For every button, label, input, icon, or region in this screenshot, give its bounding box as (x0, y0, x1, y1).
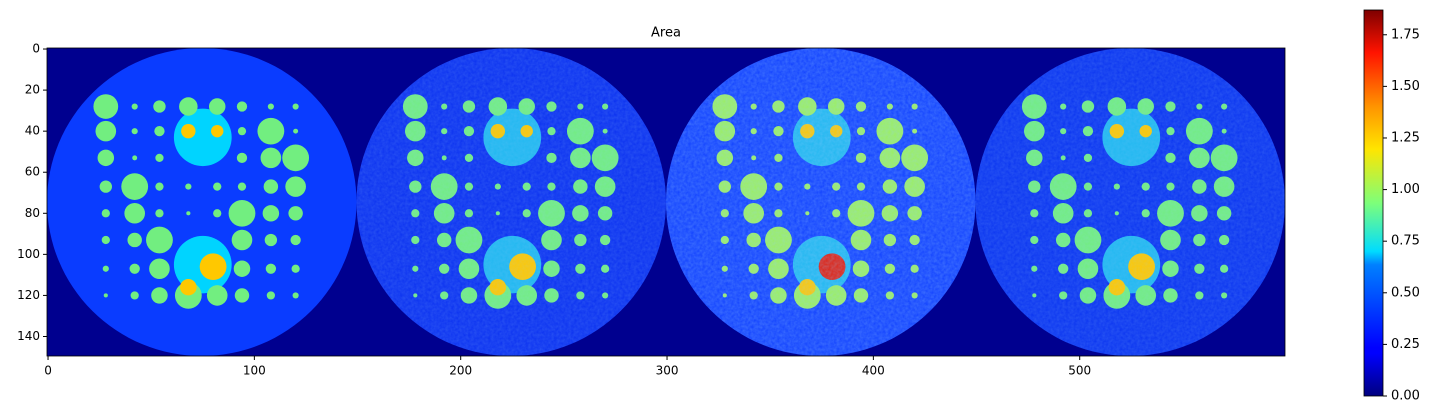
phantom-spot (288, 206, 303, 221)
phantom-spot (290, 234, 301, 246)
phantom-spot (151, 287, 168, 304)
x-tick-label: 200 (449, 364, 472, 378)
phantom-spot (257, 117, 285, 145)
phantom-spot (129, 263, 140, 274)
phantom-spot (236, 101, 248, 112)
phantom-spot (262, 205, 280, 222)
chart-title: Area (651, 26, 681, 41)
phantom-spot (93, 94, 119, 119)
phantom-spot (155, 153, 164, 162)
phantom-spot (263, 179, 279, 194)
phantom-noise (666, 48, 976, 356)
phantom-insert (173, 108, 232, 167)
phantom-spot (95, 120, 117, 142)
phantom-spot (293, 128, 299, 134)
phantom-spot (127, 232, 142, 248)
phantom-spot (265, 263, 277, 274)
x-tick-label: 300 (656, 364, 679, 378)
phantom-spot (234, 288, 250, 303)
phantom-spot (153, 100, 166, 113)
phantom-spot (285, 176, 306, 197)
colorbar-tick-label: 1.25 (1391, 130, 1420, 145)
phantom-spot (208, 98, 226, 115)
phantom-spot (236, 152, 248, 163)
y-tick-label: 60 (25, 165, 40, 179)
image (47, 48, 1285, 356)
phantom-spot (155, 182, 164, 191)
phantom-spot (179, 97, 198, 116)
x-tick-label: 0 (44, 364, 52, 378)
phantom-spot (132, 155, 138, 161)
phantom-spot (292, 292, 299, 299)
phantom-spot (186, 211, 191, 216)
phantom-spot (102, 265, 109, 272)
y-tick-label: 120 (17, 288, 40, 302)
phantom-spot (101, 235, 110, 245)
colorbar-tick-label: 1.75 (1391, 27, 1420, 42)
phantom-spot (231, 229, 253, 251)
x-tick-label: 500 (1068, 364, 1091, 378)
colorbar-tick-label: 0.00 (1391, 389, 1420, 404)
phantom-hot (211, 125, 224, 138)
phantom-spot (149, 258, 170, 279)
x-tick-label: 400 (862, 364, 885, 378)
phantom-spot (121, 173, 149, 200)
phantom-spot (291, 264, 300, 273)
colorbar-tick-label: 1.00 (1391, 182, 1420, 197)
phantom-spot (237, 127, 247, 136)
phantom-spot (131, 128, 138, 135)
phantom-noise (356, 48, 666, 356)
phantom-disk (47, 48, 357, 356)
phantom-spot (97, 149, 115, 167)
y-tick-label: 40 (25, 124, 40, 138)
colorbar (1363, 9, 1384, 397)
phantom-spot (155, 209, 164, 218)
colorbar-tick-label: 0.50 (1391, 285, 1420, 300)
colorbar-tick-label: 1.50 (1391, 79, 1420, 94)
phantom-spot (213, 182, 222, 191)
y-tick-label: 80 (25, 206, 40, 220)
phantom-spot (206, 285, 228, 306)
phantom-spot (282, 144, 310, 172)
phantom-spot (264, 233, 278, 247)
phantom-spot (228, 199, 256, 227)
x-tick-label: 100 (243, 364, 266, 378)
axes-frame (46, 47, 1286, 357)
phantom-spot (266, 291, 275, 300)
y-tick-label: 0 (32, 42, 40, 56)
phantom-spot (103, 293, 108, 298)
phantom-spot (185, 183, 192, 190)
phantom-spot (213, 209, 222, 218)
y-tick-label: 100 (17, 247, 40, 261)
phantom-spot (267, 103, 274, 110)
colorbar-tick-label: 0.25 (1391, 337, 1420, 352)
phantom-spot (146, 226, 173, 254)
y-tick-label: 20 (25, 83, 40, 97)
phantom-spot (99, 180, 112, 193)
phantom-spot (233, 260, 251, 277)
phantom-hot (199, 253, 227, 281)
phantom-spot (292, 103, 299, 110)
phantom-spot (260, 147, 282, 169)
colorbar-tick-label: 0.75 (1391, 234, 1420, 249)
phantom-spot (130, 291, 139, 300)
phantom-spot (101, 209, 110, 218)
phantom-noise (975, 48, 1285, 356)
phantom-spot (237, 182, 247, 191)
phantom-spot (131, 103, 138, 110)
y-tick-label: 140 (17, 329, 40, 343)
phantom-hot (180, 279, 197, 296)
phantom-spot (154, 126, 165, 137)
phantom-hot (181, 123, 196, 139)
phantom-spot (124, 203, 146, 224)
